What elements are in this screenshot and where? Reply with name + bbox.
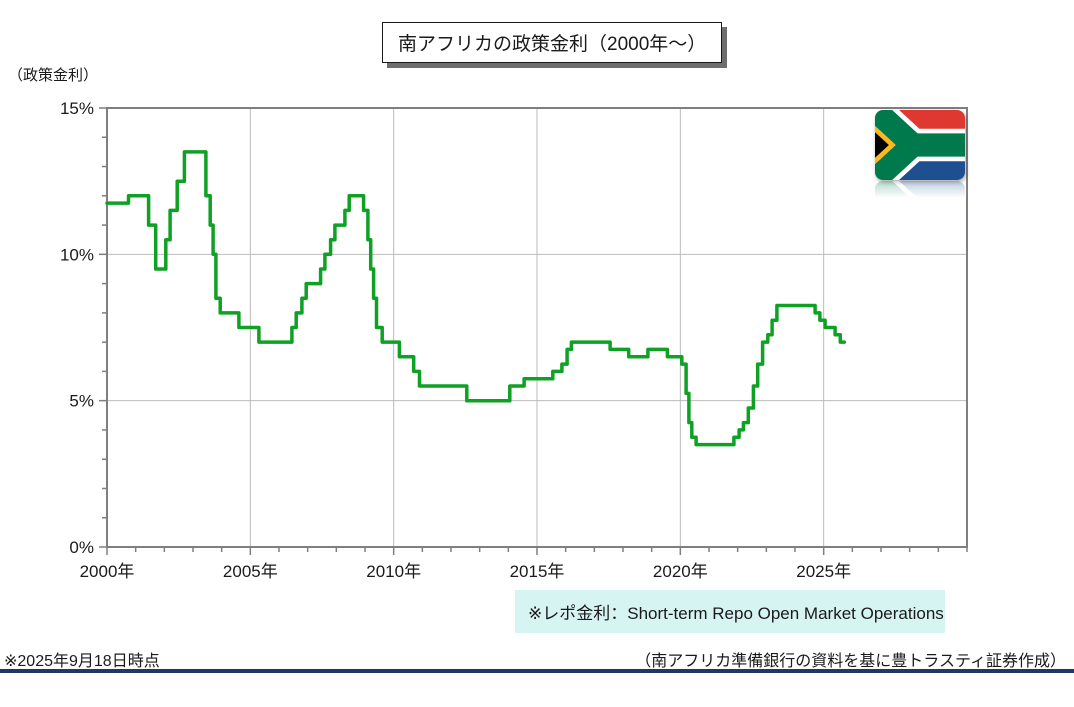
as-of-date-note: ※2025年9月18日時点 [4,653,160,670]
y-tick-label: 15% [60,99,94,118]
page-title-box: 南アフリカの政策金利（2000年～） [382,22,723,63]
south-africa-flag [875,110,965,201]
repo-note-box: ※レポ金利：Short-term Repo Open Market Operat… [515,590,945,633]
x-tick-label: 2010年 [366,562,421,581]
x-tick-label: 2020年 [653,562,708,581]
y-axis-unit-label: （政策金利） [8,67,99,84]
x-tick-label: 2005年 [223,562,278,581]
policy-rate-line [105,150,847,447]
source-credit-note: （南アフリカ準備銀行の資料を基に豊トラスティ証券作成） [635,653,1066,670]
footer-rule [0,669,1074,673]
y-tick-label: 5% [69,392,94,411]
x-tick-label: 2000年 [80,562,135,581]
x-tick-label: 2025年 [796,562,851,581]
repo-note-text: ※レポ金利：Short-term Repo Open Market Operat… [528,604,944,623]
page-title: 南アフリカの政策金利（2000年～） [398,34,707,55]
x-tick-label: 2015年 [510,562,565,581]
south-africa-flag-icon [875,110,965,180]
y-tick-label: 10% [60,245,94,264]
flag-reflection [875,181,965,201]
y-tick-label: 0% [69,538,94,557]
